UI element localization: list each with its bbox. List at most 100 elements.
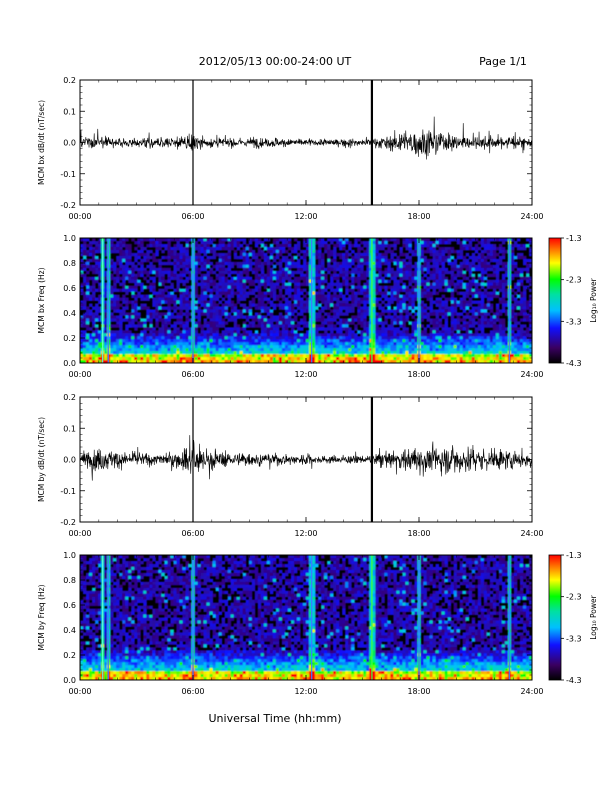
spectrogram-cell [456,270,461,275]
spectrogram-cell [116,303,120,307]
spectrogram-cell [233,243,238,248]
spectrogram-cell [224,309,229,313]
spectrogram-cell [212,330,217,334]
spectrogram-cell [432,258,437,263]
spectrogram-cell [242,264,247,269]
spectrogram-cell [393,288,397,293]
spectrogram-cell [113,351,117,355]
spectrogram-cell [161,255,165,260]
spectrogram-cell [83,360,87,364]
spectrogram-cell [116,246,120,251]
spectrogram-cell [489,321,494,325]
spectrogram-cell [104,318,108,322]
spectrogram-cell [396,354,400,358]
spectrogram-cell [269,324,274,328]
spectrogram-cell [275,330,280,334]
spectrogram-cell [272,291,277,296]
spectrogram-cell [435,285,440,290]
spectrogram-cell [459,264,464,269]
spectrogram-cell [242,321,247,325]
spectrogram-cell [179,321,183,325]
spectrogram-cell [128,321,132,325]
spectrogram-cell [315,354,319,358]
spectrogram-cell [480,279,485,284]
spectrogram-cell [83,312,87,316]
spectrogram-cell [318,238,322,242]
spectrogram-cell [402,238,406,242]
spectrogram-cell [266,249,271,254]
spectrogram-cell [143,339,147,343]
spectrogram-cell [164,246,168,251]
spectrogram-cell [495,306,500,310]
spectrogram-cell [315,249,319,254]
spectrogram-cell [80,246,84,251]
spectrogram-cell [290,339,295,343]
spectrogram-cell [218,273,223,278]
spectrogram-cell [396,339,400,343]
spectrogram-cell [272,303,277,307]
spectrogram-cell [182,246,186,251]
spectrogram-cell [483,333,488,337]
spectrogram-cell [98,354,102,358]
spectrogram-cell [495,351,500,355]
spectrogram-cell [131,348,135,352]
spectrogram-cell [209,342,214,346]
spectrogram-cell [290,279,295,284]
spectrogram-cell [369,264,373,269]
spectrogram-cell [471,360,476,364]
spectrogram-cell [251,282,256,287]
spectrogram-cell [489,303,494,307]
spectrogram-cell [357,261,361,266]
spectrogram-cell [290,345,295,349]
spectrogram-cell [327,264,331,269]
spectrogram-cell [281,282,286,287]
spectrogram-cell [257,285,262,290]
spectrogram-cell [260,360,265,364]
spectrogram-cell [405,336,409,340]
spectrogram-cell [95,276,99,281]
spectrogram-cell [474,294,479,299]
spectrogram-cell [360,315,364,319]
spectrogram-cell [233,324,238,328]
spectrogram-cell [357,300,361,304]
spectrogram-cell [284,276,289,281]
spectrogram-cell [423,333,428,337]
spectrogram-cell [375,303,379,307]
spectrogram-cell [453,297,458,301]
spectrogram-cell [125,252,129,257]
spectrogram-cell [83,333,87,337]
spectrogram-cell [104,282,108,287]
spectrogram-cell [98,339,102,343]
spectrogram-cell [351,318,355,322]
spectrogram-cell [110,318,114,322]
spectrogram-cell [468,330,473,334]
spectrogram-cell [381,342,385,346]
spectrogram-cell [354,240,358,245]
spectrogram-cell [278,294,283,299]
spectrogram-cell [381,321,385,325]
spectrogram-cell [441,238,446,242]
spectrogram-cell [275,238,280,242]
spectrogram-cell [257,261,262,266]
spectrogram-cell [456,285,461,290]
spectrogram-cell [381,240,385,245]
spectrogram-cell [287,339,292,343]
spectrogram-cell [248,315,253,319]
spectrogram-cell [185,336,189,340]
spectrogram-cell [309,348,313,352]
spectrogram-cell [236,240,241,245]
spectrogram-cell [182,324,186,328]
spectrogram-cell [408,291,412,296]
spectrogram-cell [423,345,428,349]
spectrogram-cell [128,318,132,322]
spectrogram-cell [287,285,292,290]
spectrogram-cell [293,288,298,293]
spectrogram-cell [80,288,84,293]
spectrogram-cell [200,333,205,337]
spectrogram-cell [453,249,458,254]
spectrogram-cell [405,297,409,301]
spectrogram-cell [381,354,385,358]
spectrogram-cell [206,288,211,293]
spectrogram-cell [396,240,400,245]
spectrogram-cell [489,330,494,334]
